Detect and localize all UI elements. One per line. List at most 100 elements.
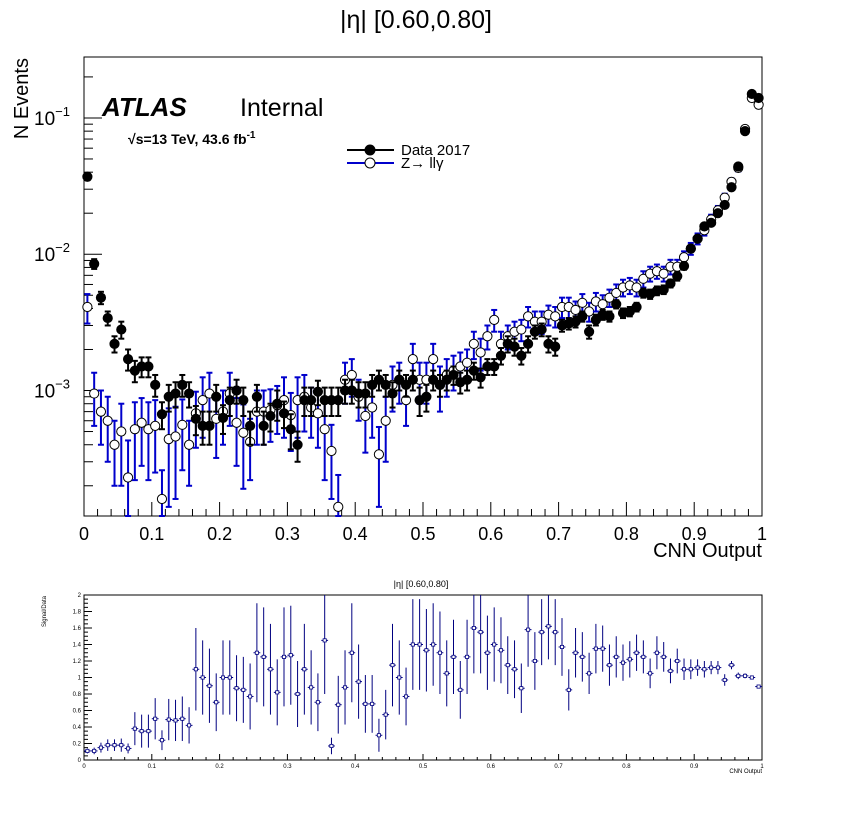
ratio-point [84, 748, 91, 754]
data-point [550, 341, 561, 352]
ratio-marker [573, 650, 578, 655]
ratio-marker [383, 712, 388, 717]
ratio-marker [98, 745, 103, 750]
ratio-marker [356, 679, 361, 684]
ratio-marker [220, 675, 225, 680]
data-point [89, 258, 100, 269]
data-point [678, 260, 690, 272]
ratio-point [111, 739, 118, 751]
ratio-marker [621, 660, 626, 665]
ratio-point [402, 667, 410, 726]
ratio-point [206, 648, 213, 723]
main-y-axis-label: N Events [11, 58, 33, 139]
ratio-marker [397, 675, 402, 680]
ratio-point [253, 603, 261, 703]
data-point [441, 374, 452, 385]
ratio-marker [505, 663, 510, 668]
data-point [611, 287, 622, 299]
series-data-2017 [82, 88, 764, 463]
main-x-tick-label: 0.3 [275, 524, 300, 544]
ratio-point [714, 661, 722, 675]
ratio-marker [363, 701, 368, 706]
data-point [238, 395, 249, 406]
ratio-point [104, 739, 112, 751]
ratio-marker [85, 748, 90, 753]
ratio-y-tick-label: 1.4 [73, 643, 82, 649]
ratio-marker [458, 687, 463, 692]
ratio-point [694, 659, 701, 676]
data-point [109, 338, 120, 349]
ratio-point [497, 617, 505, 684]
ratio-marker [370, 701, 375, 706]
ratio-marker [126, 746, 131, 751]
ratio-marker [431, 642, 436, 647]
y-tick-exponent: −3 [55, 377, 70, 392]
ratio-point [368, 675, 376, 733]
legend-label-data: Data 2017 [401, 142, 470, 159]
data-point [116, 324, 127, 335]
ratio-x-axis-label: CNN Output [729, 769, 762, 775]
main-x-tick-label: 0 [79, 524, 89, 544]
data-point [482, 331, 493, 342]
ratio-marker [349, 650, 354, 655]
ratio-point [572, 628, 579, 678]
data-point [204, 420, 215, 431]
ratio-marker [532, 659, 537, 664]
ratio-y-tick-label: 0.8 [73, 692, 82, 698]
ratio-point [565, 669, 573, 711]
ratio-marker [234, 686, 239, 691]
series-zllg [82, 92, 764, 517]
data-point [82, 301, 93, 313]
ratio-point [239, 656, 247, 723]
ratio-point [673, 648, 681, 674]
ratio-point [423, 609, 430, 692]
y-tick-base: 10 [34, 382, 55, 403]
ratio-point [124, 743, 132, 754]
ratio-point [456, 661, 464, 719]
energy-sqrt: √ [128, 131, 136, 147]
data-point [434, 379, 446, 390]
data-point [380, 415, 391, 426]
data-point [150, 420, 161, 431]
ratio-point [592, 623, 600, 674]
main-x-tick-label: 0.1 [139, 524, 164, 544]
data-point [407, 354, 418, 365]
data-point [170, 388, 181, 399]
ratio-point [450, 619, 457, 694]
ratio-point [551, 599, 559, 666]
ratio-marker [736, 673, 741, 678]
ratio-marker [756, 684, 761, 689]
ratio-marker [336, 702, 341, 707]
data-point [461, 357, 473, 368]
ratio-y-axis-label: Signal/Data [42, 595, 48, 627]
ratio-point [545, 595, 552, 660]
ratio-point [145, 714, 152, 748]
data-point [312, 386, 324, 397]
ratio-y-tick-label: 2 [78, 593, 82, 599]
data-point [319, 424, 330, 435]
data-point [516, 324, 527, 335]
ratio-point [511, 640, 518, 699]
data-point [224, 395, 235, 406]
y-tick-base: 10 [34, 109, 55, 130]
ratio-marker [315, 700, 320, 705]
data-point [190, 413, 201, 424]
ratio-marker [553, 630, 558, 635]
ratio-marker [600, 646, 605, 651]
data-point [156, 409, 168, 420]
ratio-y-tick-label: 0 [78, 758, 82, 764]
ratio-marker [519, 686, 524, 691]
data-point [102, 312, 113, 324]
ratio-point [131, 712, 139, 746]
ratio-marker [715, 665, 720, 670]
ratio-point [639, 640, 647, 674]
main-y-tick-label: 10−1 [34, 104, 70, 130]
data-point [122, 472, 134, 483]
data-point [285, 424, 296, 435]
ratio-marker [193, 667, 198, 672]
ratio-marker [722, 677, 727, 682]
data-point [516, 350, 527, 361]
ratio-point [334, 675, 342, 734]
ratio-x-tick-label: 0.5 [419, 764, 428, 770]
